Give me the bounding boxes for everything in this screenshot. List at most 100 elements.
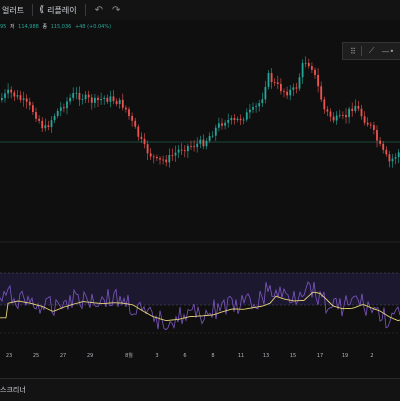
candle [351,108,354,112]
candle [196,143,199,148]
candle [224,122,226,126]
candle [304,62,307,64]
x-axis: 23 25 27 29 8월 3 6 8 11 13 15 17 19 2 [6,352,374,359]
candle [109,96,112,102]
candle [369,124,372,126]
candle [311,66,313,70]
x-axis-label: 25 [33,353,39,359]
candle [103,97,106,99]
candle [205,140,208,147]
candle [146,144,149,154]
legend-close-value: 115,036 [50,24,72,30]
candle [143,138,146,145]
candle [137,126,140,137]
candle [44,125,47,129]
candle [19,95,22,100]
candle [323,99,326,110]
candle [273,82,276,83]
candle [28,101,31,106]
x-axis-label: 15 [290,353,296,359]
replay-button[interactable]: ⟪ 리플레이 [39,5,76,16]
x-axis-label: 8 [211,353,214,359]
candle [292,87,295,90]
top-toolbar: 얼러트 ⟪ 리플레이 ↶ ↷ [0,0,400,21]
candle [332,116,335,121]
screener-tab[interactable]: 스크리너 [0,386,26,394]
candle [56,110,59,117]
drawing-toolbar-divider [360,46,362,56]
candle [63,107,65,109]
price-chart-svg[interactable]: 23 25 27 29 8월 3 6 8 11 13 15 17 19 2 [0,20,400,378]
x-axis-label: 19 [342,353,348,359]
candle [385,149,388,155]
toolbar-divider [84,4,86,16]
candle [295,87,298,89]
x-axis-label: 3 [155,353,158,359]
candle [66,101,68,109]
candle [258,103,261,107]
candle [280,83,282,92]
candle [72,93,75,98]
candle [320,86,323,100]
alert-button[interactable]: 얼러트 [2,5,24,16]
candle [249,109,251,113]
legend-low-value: 114,988 [18,24,39,30]
legend-low-label: 저 [9,24,15,30]
candle [22,98,25,100]
candle [174,152,177,156]
candle [53,116,56,121]
legend-partial-value: 95 [0,24,7,30]
candle [394,157,397,159]
candle [152,156,155,158]
candle [125,107,127,110]
candle [94,97,96,103]
candle [171,154,174,156]
candle [276,82,279,84]
x-axis-label: 27 [60,353,66,359]
candle [307,62,310,67]
grip-icon[interactable]: ⠿ [350,46,356,56]
candle [75,92,78,94]
candle [156,156,158,159]
chart-area[interactable]: 23 25 27 29 8월 3 6 8 11 13 15 17 19 2 [0,20,400,378]
candle [47,125,50,128]
candle [32,105,34,112]
candle [50,120,53,128]
x-axis-label: 17 [317,353,323,359]
candle [360,108,363,117]
candle [376,129,378,141]
candle [317,74,319,87]
candle [168,154,171,163]
toolbar-divider [32,4,34,16]
candle [335,115,338,121]
candle [13,92,16,97]
undo-icon[interactable]: ↶ [94,4,103,16]
candle [214,127,217,136]
candle [233,118,236,121]
candle [267,73,270,87]
horizontal-ray-icon[interactable]: —• [381,46,395,56]
replay-label: 리플레이 [47,5,77,15]
legend-close-label: 종 [42,24,48,30]
candle [357,105,360,109]
candle [165,159,168,163]
x-axis-label: 11 [238,353,244,359]
candle [118,99,121,104]
candle [41,120,44,129]
drawing-toolbar: ⠿ ⟋ —• [342,42,400,60]
redo-icon[interactable]: ↷ [111,4,121,16]
candle [211,135,214,137]
candle [289,89,292,96]
candle [112,96,115,102]
candle [4,93,6,98]
trendline-icon[interactable]: ⟋ [368,46,375,55]
candle [87,94,90,98]
x-axis-label: 13 [263,353,269,359]
candle [140,136,143,139]
candle [180,149,183,151]
candle [301,63,304,78]
candle [379,140,381,144]
rsi-group [0,281,400,331]
candle [236,118,239,121]
candle [388,154,391,162]
